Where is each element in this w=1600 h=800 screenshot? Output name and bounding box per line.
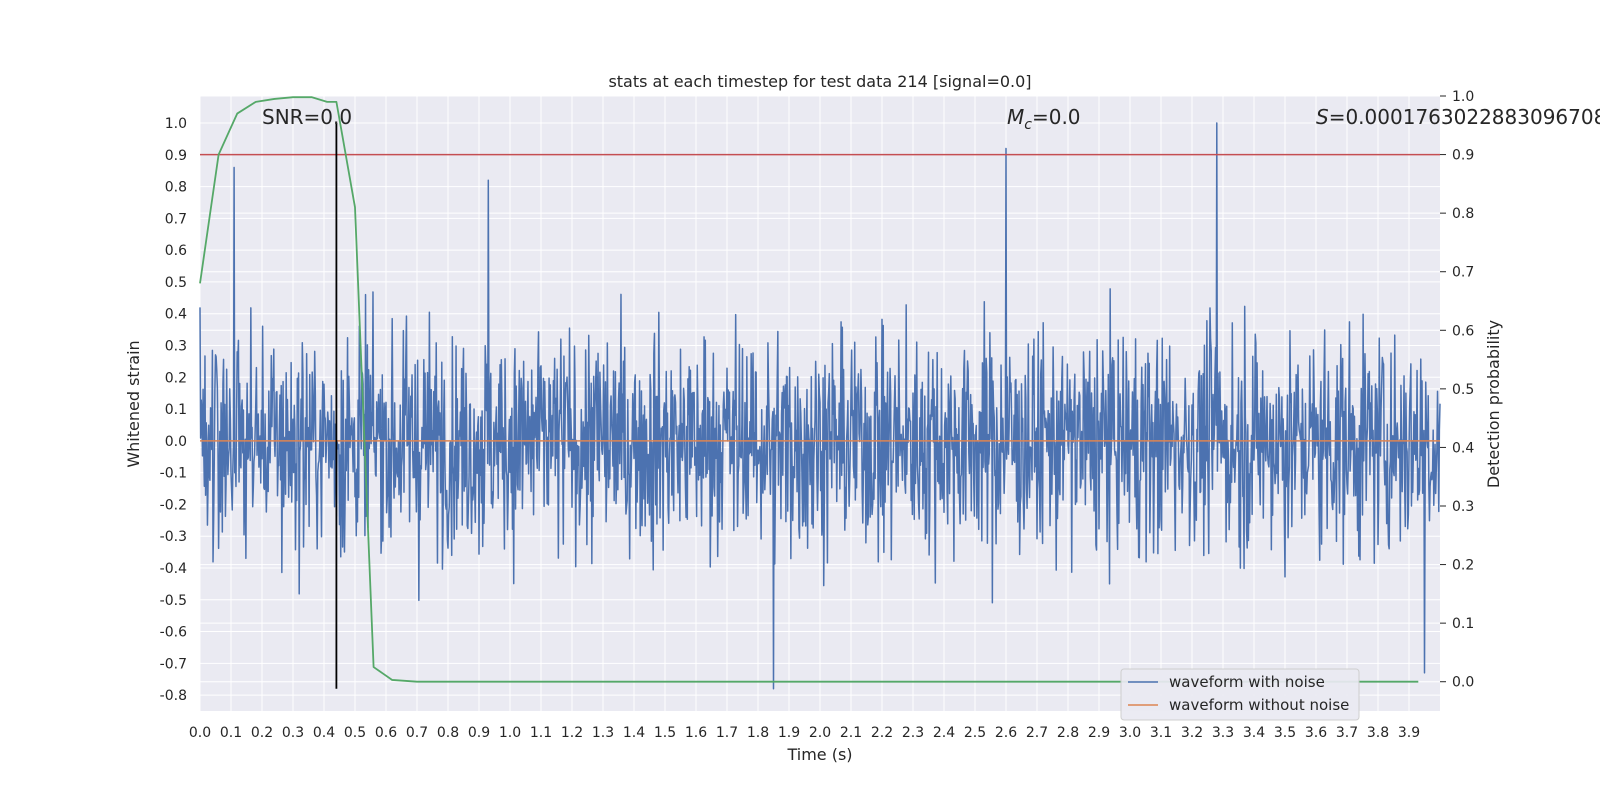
y-tick-label: -0.5 — [160, 593, 187, 609]
x-tick-label: 1.6 — [685, 725, 707, 741]
x-tick-label: 3.0 — [1119, 725, 1141, 741]
x-tick-label: 0.7 — [406, 725, 428, 741]
s-value: =0.00017630228830967084 — [1329, 105, 1600, 129]
y2-tick-label: 0.5 — [1452, 382, 1474, 398]
x-tick-label: 3.7 — [1336, 725, 1358, 741]
x-tick-label: 0.0 — [189, 725, 211, 741]
series-waveform-with-noise — [199, 122, 1441, 690]
x-tick-label: 2.2 — [871, 725, 893, 741]
mc-annotation: Mc=0.0 — [1007, 105, 1081, 133]
x-tick-label: 2.3 — [902, 725, 924, 741]
x-tick-label: 1.0 — [499, 725, 521, 741]
y2-tick-label: 1.0 — [1452, 89, 1474, 105]
x-tick-label: 2.4 — [933, 725, 955, 741]
chart-title: stats at each timestep for test data 214… — [608, 72, 1031, 91]
mc-value: =0.0 — [1032, 105, 1081, 129]
y2-tick-label: 0.0 — [1452, 675, 1474, 691]
x-tick-label: 0.3 — [282, 725, 304, 741]
y-tick-label: 0.0 — [165, 434, 187, 450]
y-tick-label: 1.0 — [165, 116, 187, 132]
x-tick-label: 2.7 — [1026, 725, 1048, 741]
x-tick-label: 3.6 — [1305, 725, 1327, 741]
x-tick-label: 3.1 — [1150, 725, 1172, 741]
s-annotation: S=0.00017630228830967084 — [1316, 105, 1600, 129]
plot-area — [199, 96, 1441, 690]
x-axis-label: Time (s) — [786, 745, 852, 764]
y-tick-label: 0.2 — [165, 370, 187, 386]
y2-tick-label: 0.3 — [1452, 499, 1474, 515]
x-tick-label: 1.5 — [654, 725, 676, 741]
x-tick-label: 2.5 — [964, 725, 986, 741]
axes: 0.0 0.1 0.2 0.3 0.4 0.5 0.6 0.7 0.8 0.9 1.0 1.1 1.2 1… — [160, 89, 1475, 741]
y-tick-label: 0.3 — [165, 338, 187, 354]
x-tick-label: 2.1 — [840, 725, 862, 741]
x-tick-label: 1.3 — [592, 725, 614, 741]
x-tick-label: 2.8 — [1057, 725, 1079, 741]
y2-tick-label: 0.7 — [1452, 265, 1474, 281]
y2-tick-label: 0.6 — [1452, 323, 1474, 339]
x-tick-label: 0.5 — [344, 725, 366, 741]
y-tick-label: -0.3 — [160, 529, 187, 545]
series-detection-probability — [199, 96, 1419, 683]
legend-label-clean: waveform without noise — [1169, 696, 1349, 714]
x-tick-label: 3.2 — [1181, 725, 1203, 741]
y-tick-label: -0.8 — [160, 688, 187, 704]
x-tick-label: 3.4 — [1243, 725, 1265, 741]
y-tick-label: -0.4 — [160, 561, 187, 577]
y-tick-label: 0.1 — [165, 402, 187, 418]
x-tick-label: 1.8 — [747, 725, 769, 741]
x-tick-label: 3.9 — [1398, 725, 1420, 741]
x-tick-label: 3.8 — [1367, 725, 1389, 741]
y-tick-label: 0.6 — [165, 243, 187, 259]
y2-tick-label: 0.1 — [1452, 616, 1474, 632]
y2-tick-label: 0.4 — [1452, 440, 1474, 456]
legend-box — [1120, 668, 1360, 721]
y-tick-label: 0.5 — [165, 275, 187, 291]
x-tick-label: 2.9 — [1088, 725, 1110, 741]
y2-tick-label: 0.9 — [1452, 148, 1474, 164]
s-symbol: S — [1316, 105, 1329, 129]
y-tick-label: 0.4 — [165, 307, 187, 323]
y2-tick-label: 0.8 — [1452, 206, 1474, 222]
x-tick-label: 3.5 — [1274, 725, 1296, 741]
x-tick-label: 0.6 — [375, 725, 397, 741]
y-axis-label: Whitened strain — [124, 340, 143, 467]
y-tick-label: 0.7 — [165, 211, 187, 227]
x-tick-label: 2.0 — [809, 725, 831, 741]
y-tick-label: 0.9 — [165, 148, 187, 164]
snr-annotation: SNR=0.0 — [262, 105, 352, 129]
legend-label-noise: waveform with noise — [1169, 673, 1325, 691]
x-tick-label: 0.2 — [251, 725, 273, 741]
x-tick-label: 1.4 — [623, 725, 645, 741]
x-tick-label: 1.9 — [778, 725, 800, 741]
x-tick-label: 1.1 — [530, 725, 552, 741]
y-tick-label: -0.7 — [160, 656, 187, 672]
x-tick-label: 1.7 — [716, 725, 738, 741]
legend: waveform with noise waveform without noi… — [1120, 668, 1360, 721]
y-tick-label: -0.6 — [160, 625, 187, 641]
x-tick-label: 0.8 — [437, 725, 459, 741]
y-tick-label: -0.1 — [160, 466, 187, 482]
mc-subscript: c — [1024, 117, 1032, 133]
mc-symbol: M — [1007, 105, 1024, 129]
x-tick-label: 2.6 — [995, 725, 1017, 741]
x-tick-label: 0.9 — [468, 725, 490, 741]
y2-tick-label: 0.2 — [1452, 558, 1474, 574]
x-tick-label: 0.4 — [313, 725, 335, 741]
y2-axis-label: Detection probability — [1484, 320, 1503, 488]
y-tick-label: -0.2 — [160, 497, 187, 513]
x-tick-label: 3.3 — [1212, 725, 1234, 741]
y-tick-label: 0.8 — [165, 180, 187, 196]
x-tick-label: 1.2 — [561, 725, 583, 741]
x-tick-label: 0.1 — [220, 725, 242, 741]
